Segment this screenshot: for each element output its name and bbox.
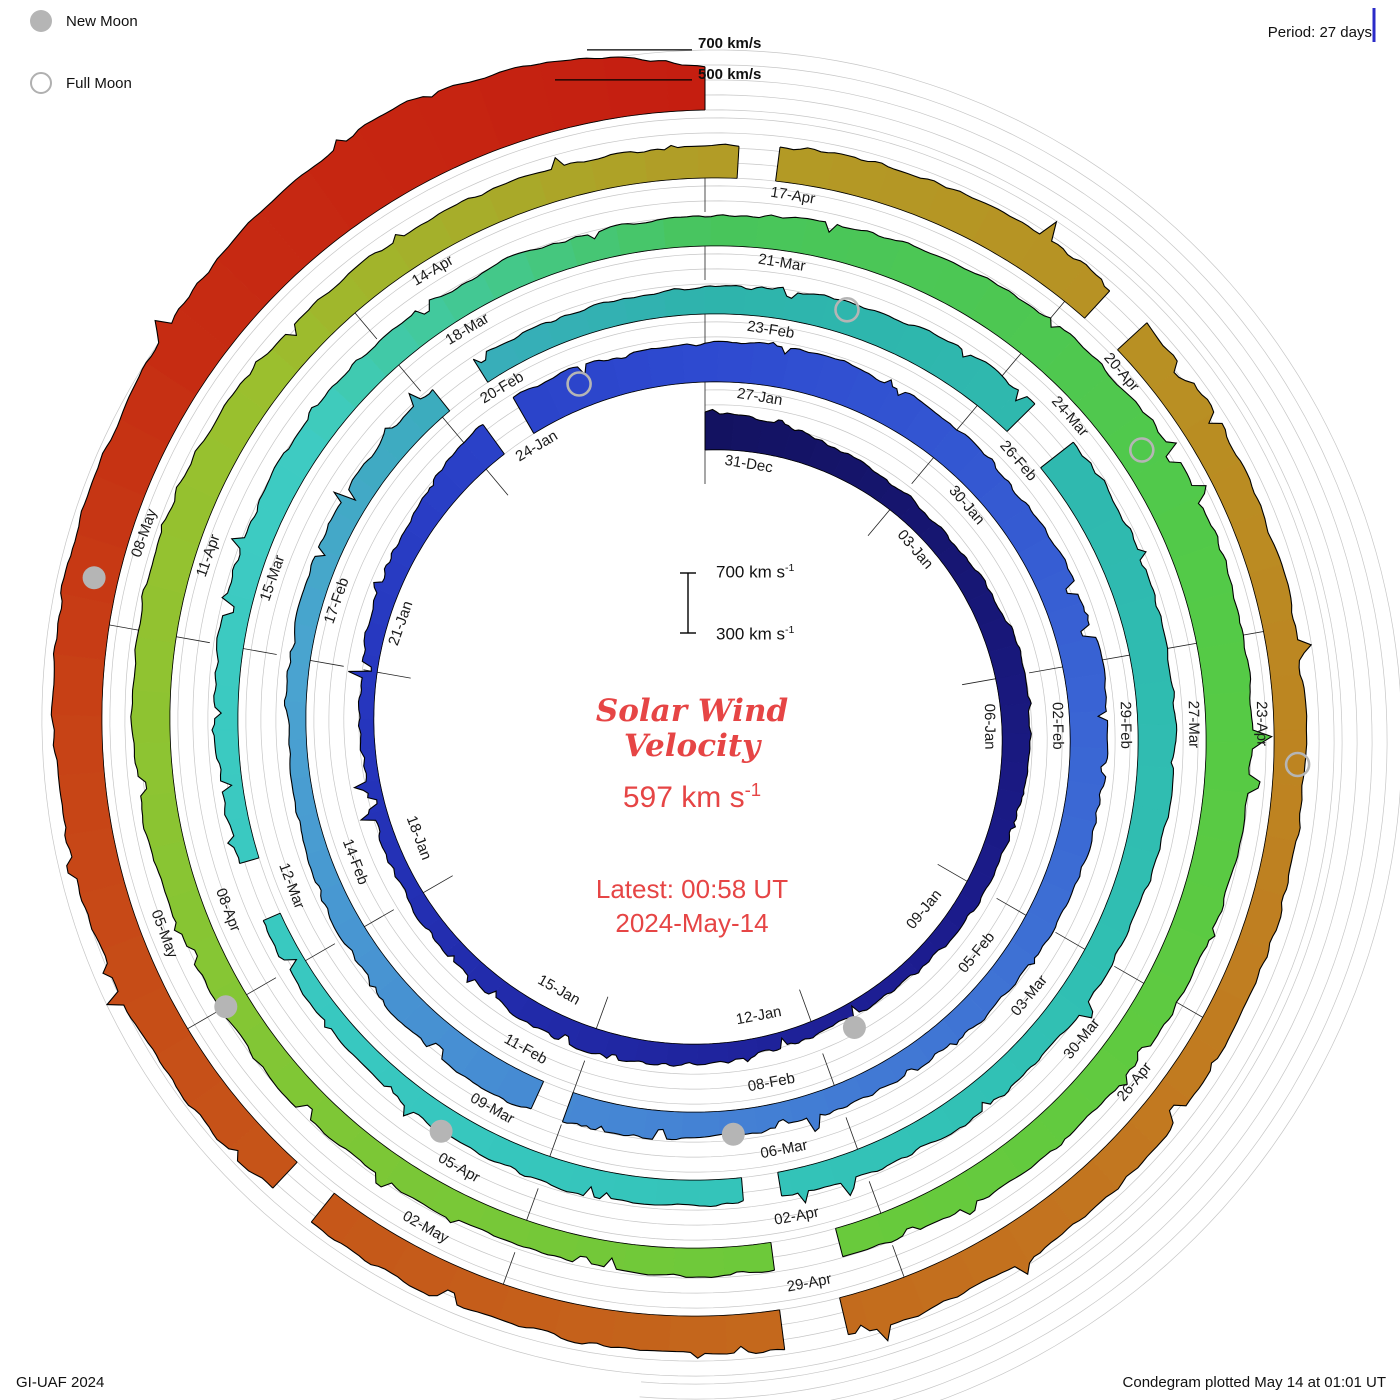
scale-top-label: 700 km s-1: [716, 562, 795, 582]
velocity-band: [50, 56, 1313, 1359]
full-moon-marker: [834, 296, 860, 323]
date-label: 02-Apr: [773, 1204, 820, 1229]
date-label: 11-Feb: [501, 1031, 550, 1069]
date-label: 23-Apr: [1253, 701, 1271, 746]
date-label: 31-Dec: [723, 452, 774, 477]
legend-full-moon-label: Full Moon: [66, 74, 132, 92]
new-moon-icon: [30, 10, 52, 32]
end-reference-lines: [555, 49, 692, 81]
date-label: 06-Jan: [981, 704, 999, 750]
date-label: 12-Mar: [275, 861, 308, 911]
legend-full-moon: Full Moon: [30, 72, 132, 94]
center-annotation: Solar Wind Velocity 597 km s-1 Latest: 0…: [596, 694, 788, 941]
current-velocity-value: 597 km s-1: [622, 779, 762, 815]
date-label: 02-Feb: [1049, 702, 1067, 750]
date-label: 29-Feb: [1117, 701, 1135, 749]
full-moon-icon: [30, 72, 52, 94]
date-label: 27-Mar: [1185, 700, 1203, 748]
new-moon-marker: [721, 1122, 745, 1146]
end-marker-700-label: 700 km/s: [698, 35, 762, 52]
latest-timestamp: Latest: 00:58 UT 2024-May-14: [595, 874, 789, 939]
date-label: 15-Jan: [535, 971, 583, 1008]
credit-label: GI-UAF 2024: [16, 1374, 105, 1391]
date-label: 24-Jan: [513, 427, 561, 465]
date-label: 05-Apr: [435, 1149, 483, 1186]
date-label: 14-Feb: [339, 837, 372, 887]
date-label: 08-Feb: [746, 1070, 796, 1096]
moon-markers: [82, 296, 1311, 1146]
end-marker-500-label: 500 km/s: [698, 66, 762, 83]
new-moon-marker: [214, 995, 238, 1019]
date-label: 06-Mar: [759, 1137, 809, 1163]
date-label: 12-Jan: [735, 1003, 783, 1028]
chart-title-line2: Velocity: [623, 727, 761, 764]
scale-bar: [680, 572, 696, 634]
plotted-timestamp-label: Condegram plotted May 14 at 01:01 UT: [1122, 1374, 1386, 1391]
new-moon-marker: [82, 566, 106, 590]
new-moon-marker: [842, 1016, 866, 1039]
full-moon-marker: [566, 371, 592, 397]
full-moon-marker: [1129, 437, 1155, 463]
date-label: 18-Jan: [403, 813, 435, 862]
chart-title-line1: Solar Wind: [595, 693, 789, 729]
new-moon-marker: [429, 1119, 453, 1143]
date-label: 27-Jan: [736, 385, 784, 409]
date-label: 29-Apr: [785, 1270, 832, 1295]
legend-new-moon: New Moon: [30, 10, 138, 32]
scale-bottom-label: 300 km s-1: [716, 624, 795, 644]
full-moon-marker: [1284, 751, 1311, 778]
period-label: Period: 27 days: [1267, 24, 1372, 41]
legend-new-moon-label: New Moon: [66, 12, 138, 30]
